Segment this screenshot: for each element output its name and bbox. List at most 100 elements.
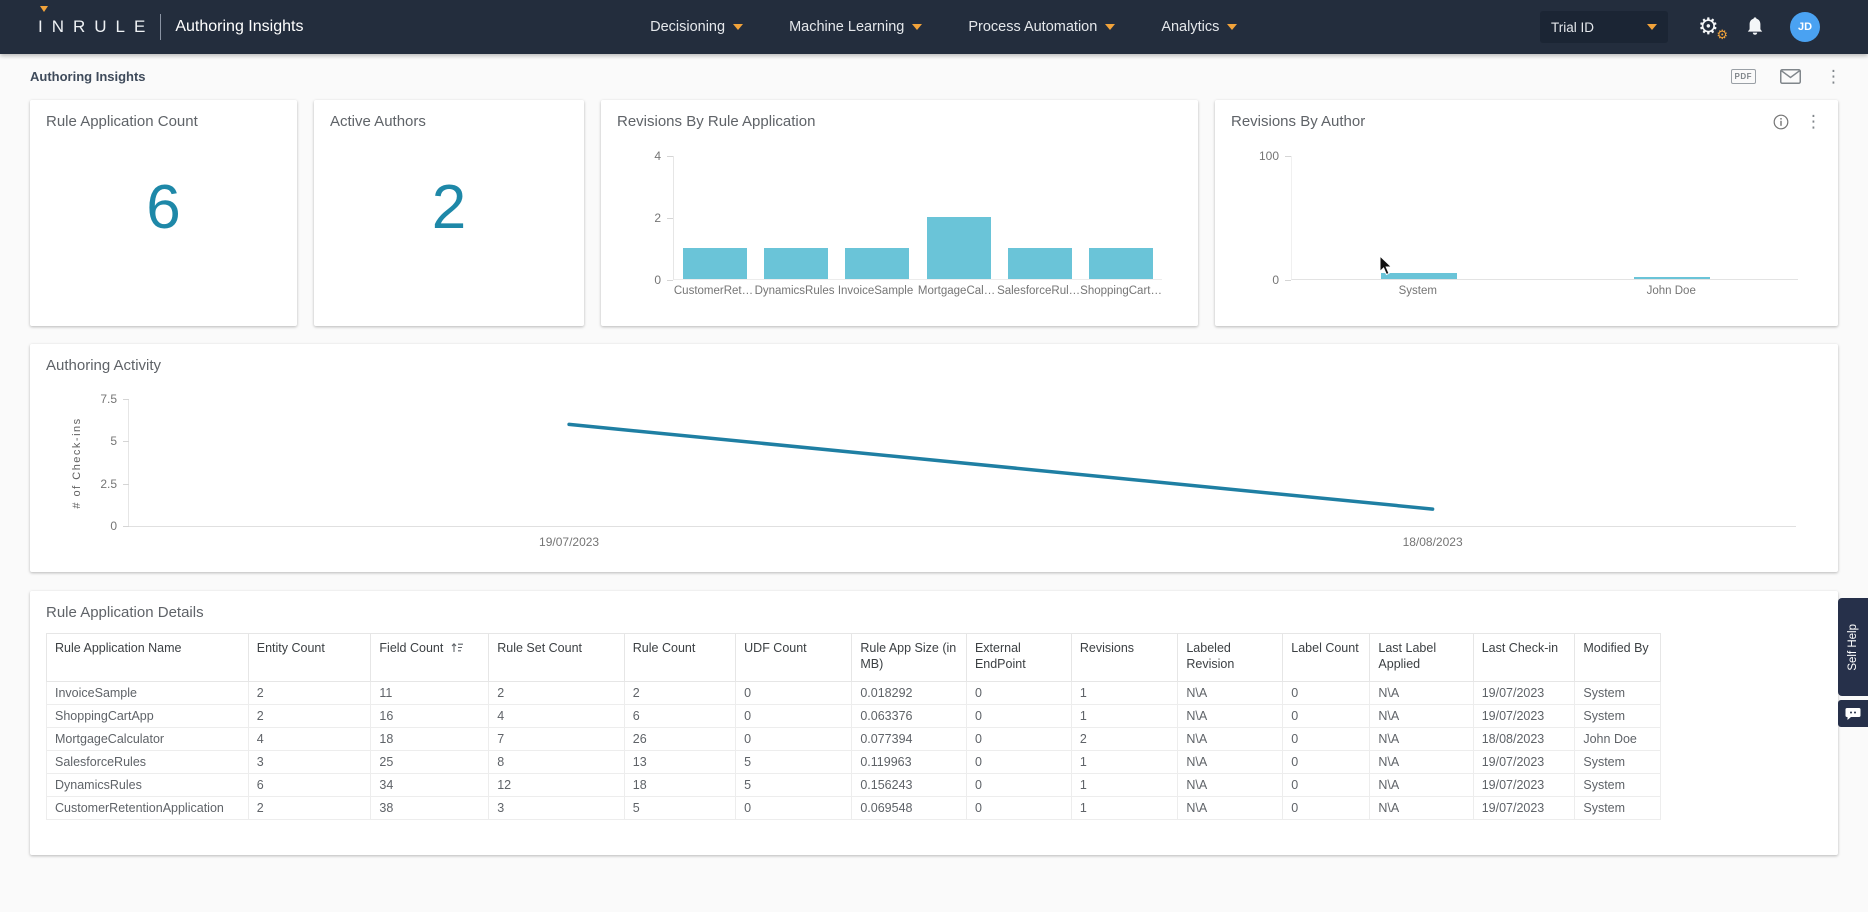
nav-item-machine-learning[interactable]: Machine Learning	[789, 19, 923, 35]
column-header-label: Labeled Revision	[1186, 641, 1235, 672]
column-header-rule-app-size-in-mb-[interactable]: Rule App Size (in MB)	[851, 633, 967, 682]
email-icon[interactable]	[1780, 68, 1801, 84]
x-tick-label: System	[1398, 285, 1437, 297]
bar[interactable]	[1007, 248, 1072, 279]
table-cell: 0	[1282, 772, 1371, 797]
column-header-external-endpoint[interactable]: External EndPoint	[965, 633, 1072, 682]
table-cell: N\A	[1177, 772, 1284, 797]
column-header-label: Rule Set Count	[497, 641, 582, 655]
bar-slot	[1081, 156, 1162, 279]
chevron-down-icon	[733, 24, 744, 30]
table-cell: 0	[965, 795, 1072, 820]
more-options-icon[interactable]: ⋮	[1825, 66, 1842, 86]
y-tick-label: 100	[1258, 149, 1279, 163]
table-cell: CustomerRetentionApplication	[46, 795, 249, 820]
table-cell: 12	[488, 772, 625, 797]
x-axis-labels: System John Doe	[1291, 285, 1798, 297]
export-pdf-icon[interactable]: PDF	[1730, 68, 1756, 84]
table-row[interactable]: DynamicsRules 6 34 12 18 5 0.156243 0 1 N\A 0 N\A 19…	[46, 772, 1661, 797]
bar[interactable]	[1633, 277, 1710, 279]
nav-label: Decisioning	[650, 19, 726, 35]
table-cell: 0	[1282, 703, 1371, 728]
bar[interactable]	[763, 248, 828, 279]
column-header-modified-by[interactable]: Modified By	[1574, 633, 1661, 682]
y-tick-label: 5	[110, 434, 117, 449]
column-header-last-check-in[interactable]: Last Check-in	[1472, 633, 1576, 682]
table-cell: System	[1574, 772, 1661, 797]
column-header-udf-count[interactable]: UDF Count	[735, 633, 853, 682]
column-header-rule-application-name[interactable]: Rule Application Name	[46, 633, 249, 682]
info-icon[interactable]	[1773, 114, 1789, 130]
settings-gear-icon[interactable]: ⚙ ⚙	[1698, 14, 1728, 43]
nav-item-analytics[interactable]: Analytics	[1161, 19, 1238, 35]
notifications-bell-icon[interactable]	[1746, 17, 1764, 37]
table-cell: 0.018292	[851, 680, 967, 705]
app-bar-right: Trial ID ⚙ ⚙ JD	[1540, 11, 1820, 43]
column-header-label: Last Label Applied	[1378, 641, 1437, 672]
column-header-label-count[interactable]: Label Count	[1282, 633, 1371, 682]
bar[interactable]	[1380, 273, 1457, 279]
column-header-revisions[interactable]: Revisions	[1070, 633, 1179, 682]
x-tick-label: ShoppingCart…	[1080, 285, 1162, 297]
table-cell: 6	[623, 703, 737, 728]
table-cell: 0.069548	[851, 795, 967, 820]
table-cell: N\A	[1369, 749, 1474, 774]
feedback-chat-icon[interactable]	[1838, 700, 1868, 727]
tenant-selector[interactable]: Trial ID	[1540, 11, 1668, 43]
toolbar-actions: PDF ⋮	[1730, 66, 1842, 86]
x-tick-label: SalesforceRul…	[997, 285, 1081, 297]
column-header-labeled-revision[interactable]: Labeled Revision	[1177, 633, 1284, 682]
bar[interactable]	[1089, 248, 1154, 279]
bar[interactable]	[682, 248, 747, 279]
table-cell: 0.156243	[851, 772, 967, 797]
card-menu-icon[interactable]: ⋮	[1805, 112, 1822, 131]
card-title: Active Authors	[330, 113, 426, 130]
table-cell: N\A	[1177, 703, 1284, 728]
table-row[interactable]: ShoppingCartApp 2 16 4 6 0 0.063376 0 1 N\A 0 N\A 19…	[46, 703, 1661, 728]
chart-title: Revisions By Rule Application	[617, 113, 816, 130]
bar-slot	[999, 156, 1080, 279]
nav-item-decisioning[interactable]: Decisioning	[650, 19, 744, 35]
bar[interactable]	[845, 248, 910, 279]
table-cell: InvoiceSample	[46, 680, 249, 705]
table-row[interactable]: MortgageCalculator 4 18 7 26 0 0.077394 0 2 N\A 0 N…	[46, 726, 1661, 751]
table-cell: 16	[370, 703, 490, 728]
inrule-logo[interactable]: INRULE	[38, 6, 154, 37]
chevron-down-icon	[1105, 24, 1116, 30]
column-header-label: Last Check-in	[1481, 641, 1559, 655]
table-row[interactable]: InvoiceSample 2 11 2 2 0 0.018292 0 1 N\A 0 N\A 19/0…	[46, 680, 1661, 705]
card-authoring-activity: Authoring Activity # of Check-ins 19/07/…	[30, 344, 1838, 572]
table-cell: 0	[735, 726, 853, 751]
table-cell: 18	[623, 772, 737, 797]
sort-icon	[451, 642, 464, 652]
table-cell: 7	[488, 726, 625, 751]
self-help-tab[interactable]: Self Help	[1838, 598, 1868, 696]
table-row[interactable]: CustomerRetentionApplication 2 38 3 5 0 0.0695…	[46, 795, 1661, 820]
y-tick-label: 0	[654, 273, 661, 287]
table-cell: 26	[623, 726, 737, 751]
line-series	[129, 399, 1796, 526]
column-header-entity-count[interactable]: Entity Count	[247, 633, 372, 682]
chart-title: Authoring Activity	[46, 357, 162, 374]
x-axis-labels: CustomerRet… DynamicsRules InvoiceSample Mo…	[673, 285, 1162, 297]
table-cell: N\A	[1369, 772, 1474, 797]
bar[interactable]	[926, 217, 991, 279]
table-cell: N\A	[1177, 726, 1284, 751]
column-header-last-label-applied[interactable]: Last Label Applied	[1369, 633, 1474, 682]
column-header-rule-set-count[interactable]: Rule Set Count	[488, 633, 625, 682]
column-header-field-count[interactable]: Field Count	[370, 633, 490, 682]
nav-item-process-automation[interactable]: Process Automation	[968, 19, 1116, 35]
user-avatar[interactable]: JD	[1790, 12, 1820, 42]
bar-slot	[1545, 156, 1798, 279]
y-tick-mark	[667, 156, 673, 157]
logo-divider	[160, 14, 162, 40]
column-header-rule-count[interactable]: Rule Count	[623, 633, 737, 682]
y-tick-mark	[123, 483, 129, 485]
table-cell: 0	[735, 703, 853, 728]
column-header-label: External EndPoint	[974, 641, 1026, 672]
table-row[interactable]: SalesforceRules 3 25 8 13 5 0.119963 0 1 N\A 0 N\A 1…	[46, 749, 1661, 774]
kpi-and-charts-row: Rule Application Count 6 Active Authors …	[30, 100, 1838, 326]
column-header-label: Rule Application Name	[55, 641, 182, 655]
table-cell: 1	[1070, 772, 1179, 797]
table-cell: 0	[965, 772, 1072, 797]
